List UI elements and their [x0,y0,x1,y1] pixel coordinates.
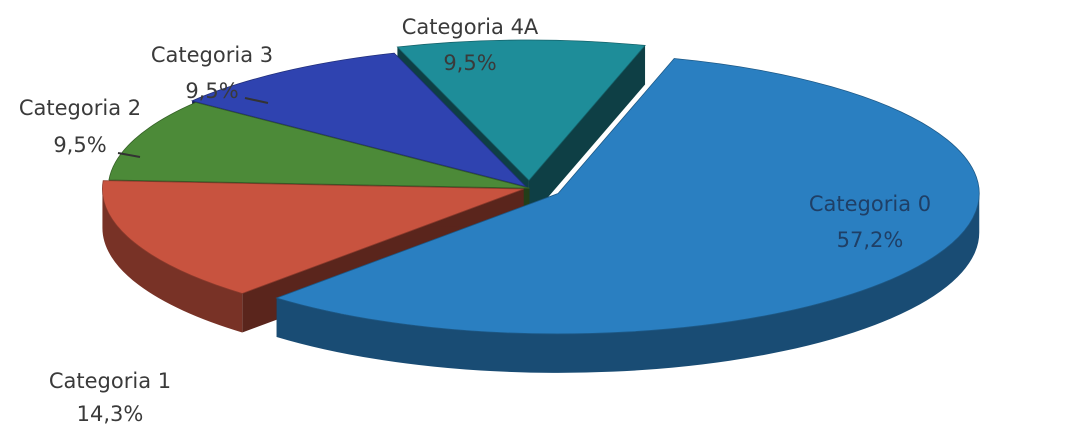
pie-slice-categoria-4a [396,39,646,181]
slice-rim-categoria-1 [102,188,243,333]
pie-slices [102,39,980,373]
slice-label-categoria-0: Categoria 0 [809,192,931,216]
slice-value-categoria-1: 14,3% [77,402,144,426]
slice-value-categoria-4a: 9,5% [443,51,496,75]
slice-side-wall-categoria-4a [528,45,646,220]
pie-slice-categoria-3 [190,52,528,188]
slice-value-categoria-2: 9,5% [53,133,106,157]
pie-slice-categoria-0 [275,58,980,335]
pie-slice-categoria-2 [108,102,530,189]
slice-label-categoria-4a: Categoria 4A [402,15,539,39]
slice-value-categoria-0: 57,2% [837,228,904,252]
slice-value-categoria-3: 9,5% [185,79,238,103]
slice-label-categoria-2: Categoria 2 [19,96,141,120]
slice-label-categoria-3: Categoria 3 [151,43,273,67]
leader-line-categoria-3 [244,97,269,104]
leader-line-categoria-2 [117,152,141,158]
slice-rim-categoria-0 [276,193,980,373]
pie-slice-categoria-1 [102,180,524,294]
slice-label-categoria-1: Categoria 1 [49,369,171,393]
